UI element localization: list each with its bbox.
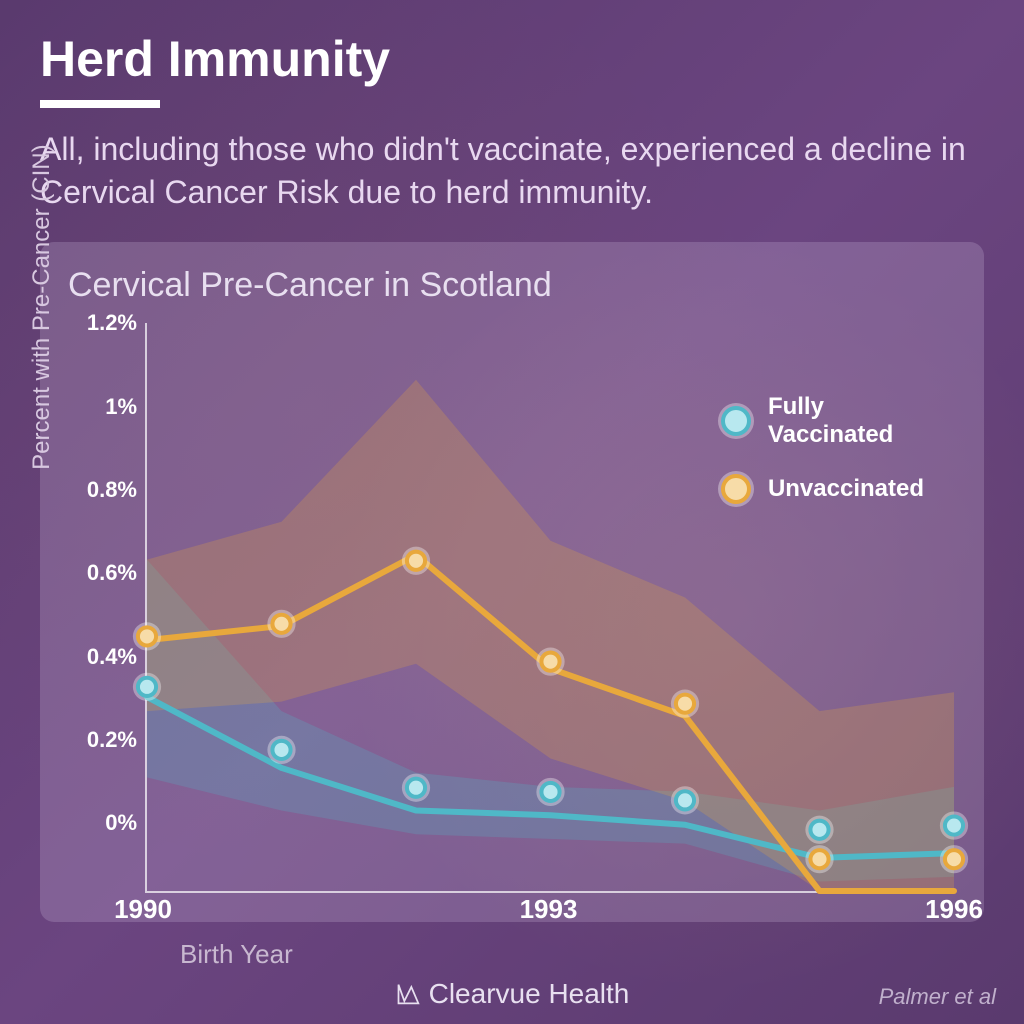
data-point <box>267 610 295 638</box>
chart-area: Percent with Pre-Cancer (CIN) 0%0.2%0.4%… <box>60 323 954 893</box>
legend-marker <box>718 471 754 507</box>
data-point <box>536 778 564 806</box>
page-title: Herd Immunity <box>40 30 984 88</box>
y-tick-label: 0.4% <box>87 644 137 670</box>
y-tick-label: 0.8% <box>87 477 137 503</box>
legend-label: FullyVaccinated <box>768 393 893 448</box>
data-point <box>940 845 968 873</box>
y-tick-label: 1% <box>105 394 137 420</box>
y-tick-label: 0.6% <box>87 560 137 586</box>
chart-title: Cervical Pre-Cancer in Scotland <box>68 266 954 305</box>
brand-logo: Clearvue Health <box>395 978 630 1010</box>
x-axis-label: Birth Year <box>180 939 293 970</box>
legend-marker <box>718 403 754 439</box>
brand-text: Clearvue Health <box>429 978 630 1010</box>
data-point <box>133 673 161 701</box>
x-tick-label: 1996 <box>925 894 983 925</box>
x-axis-ticks: 199019931996 <box>143 888 954 928</box>
data-point <box>402 547 430 575</box>
x-tick-label: 1993 <box>520 894 578 925</box>
data-point <box>536 648 564 676</box>
data-point <box>805 845 833 873</box>
data-point <box>133 623 161 651</box>
x-tick-label: 1990 <box>114 894 172 925</box>
y-axis-ticks: 0%0.2%0.4%0.6%0.8%1%1.2% <box>60 323 145 893</box>
brand-icon <box>395 980 423 1008</box>
y-tick-label: 0.2% <box>87 727 137 753</box>
legend: FullyVaccinated Unvaccinated <box>718 393 924 506</box>
data-point <box>940 812 968 840</box>
legend-item: FullyVaccinated <box>718 393 924 448</box>
title-underline <box>40 100 160 108</box>
data-point <box>671 690 699 718</box>
data-point <box>671 787 699 815</box>
data-point <box>402 774 430 802</box>
legend-label: Unvaccinated <box>768 475 924 503</box>
data-point <box>267 736 295 764</box>
y-tick-label: 0% <box>105 810 137 836</box>
legend-item: Unvaccinated <box>718 471 924 507</box>
y-tick-label: 1.2% <box>87 310 137 336</box>
footer: Clearvue Health Palmer et al <box>0 978 1024 1010</box>
data-point <box>805 816 833 844</box>
subtitle: All, including those who didn't vaccinat… <box>40 128 984 214</box>
attribution: Palmer et al <box>879 984 996 1010</box>
y-axis-label: Percent with Pre-Cancer (CIN) <box>28 144 56 469</box>
chart-panel: Cervical Pre-Cancer in Scotland Percent … <box>40 242 984 922</box>
